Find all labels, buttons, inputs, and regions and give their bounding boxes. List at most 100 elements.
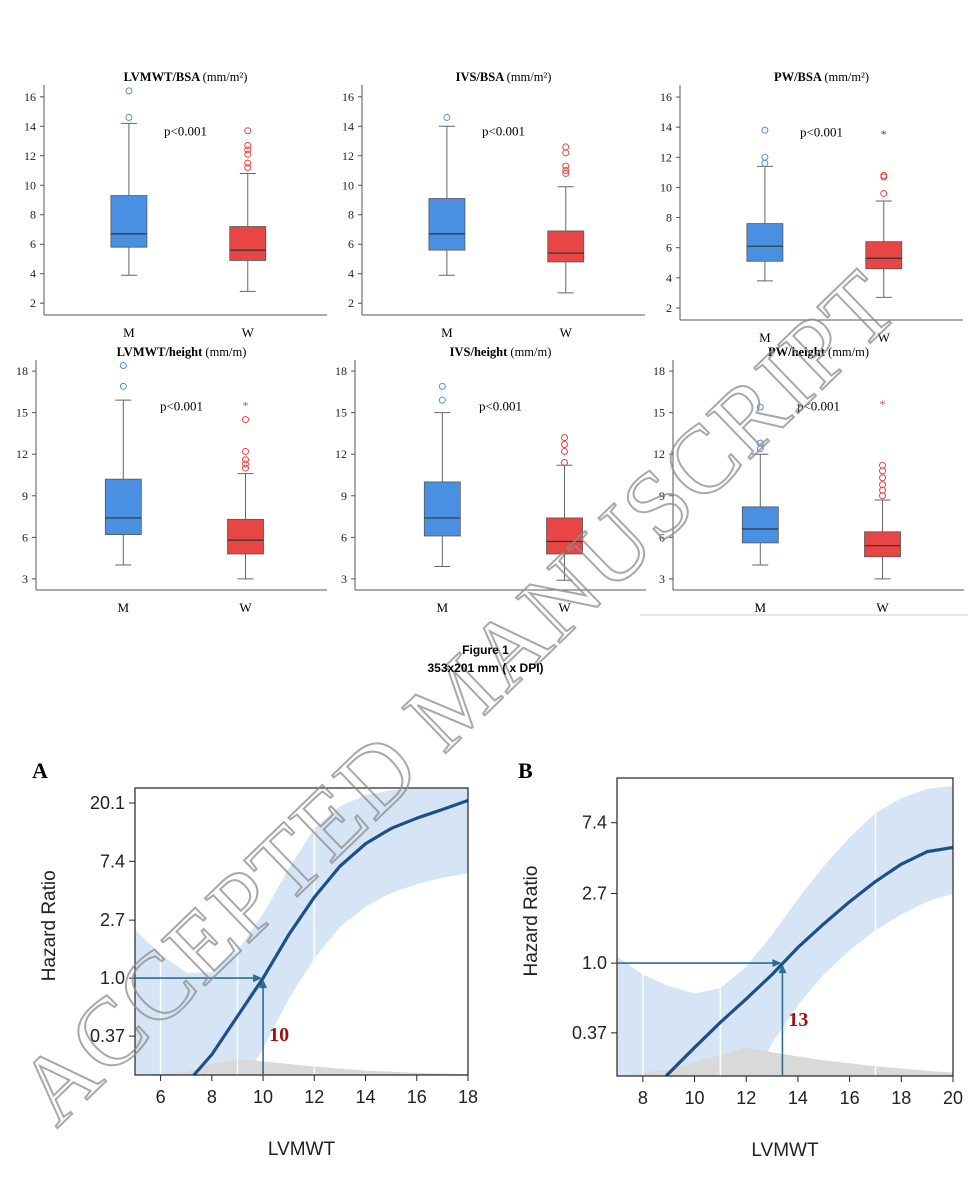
y-tick-label: 0.37 — [90, 1026, 125, 1046]
outlier-point — [561, 447, 569, 455]
y-tick-label: 2.7 — [100, 910, 125, 930]
figure-subtitle: 353x201 mm ( x DPI) — [427, 661, 544, 675]
outlier-point — [443, 113, 451, 121]
cutoff-label: 10 — [269, 1024, 289, 1046]
iqr-box — [547, 230, 585, 263]
x-tick-label: 14 — [788, 1088, 808, 1108]
y-tick-label: 1.0 — [100, 968, 125, 988]
y-tick-label: 4 — [348, 267, 354, 281]
x-category-label: W — [878, 330, 891, 345]
x-tick-label: 8 — [207, 1087, 217, 1107]
iqr-box — [741, 506, 779, 544]
outlier-point — [125, 87, 133, 95]
panel-title: LVMWT/BSA (mm/m²) — [124, 70, 248, 84]
outlier-point — [244, 127, 252, 135]
outlier-point — [756, 439, 764, 447]
y-tick-label: 6 — [659, 530, 665, 544]
y-tick-label: 12 — [16, 447, 28, 461]
hazard-curve — [192, 798, 468, 1075]
confidence-band — [617, 785, 953, 1076]
box-W — [547, 143, 585, 294]
iqr-box — [110, 195, 148, 248]
arrowhead-horizontal — [253, 974, 263, 983]
p-value: p<0.001 — [797, 399, 840, 414]
outlier-point — [244, 150, 252, 158]
x-tick-label: 20 — [943, 1088, 963, 1108]
box-W: * — [865, 127, 903, 298]
y-tick-label: 15 — [335, 406, 347, 420]
box-W — [229, 127, 267, 292]
outlier-point — [879, 474, 887, 482]
outlier-point — [242, 464, 250, 472]
x-category-label: M — [755, 600, 767, 615]
y-tick-label: 8 — [666, 211, 672, 225]
x-category-label: W — [560, 325, 573, 340]
outlier-point — [880, 189, 888, 197]
outlier-point — [119, 382, 127, 390]
y-tick-label: 8 — [30, 208, 36, 222]
outlier-point — [562, 169, 570, 177]
y-tick-label: 8 — [348, 208, 354, 222]
outlier-point — [879, 481, 887, 489]
x-tick-label: 14 — [356, 1087, 376, 1107]
x-axis-label: LVMWT — [268, 1139, 336, 1160]
x-category-label: M — [118, 600, 130, 615]
y-tick-label: 12 — [653, 447, 665, 461]
y-tick-label: 14 — [660, 120, 672, 134]
extreme-point: * — [880, 397, 886, 411]
panel-title-unit: (mm/m) — [828, 345, 869, 359]
outlier-point — [562, 149, 570, 157]
y-tick-label: 12 — [342, 149, 354, 163]
outlier-point — [438, 382, 446, 390]
y-tick-label: 14 — [24, 119, 36, 133]
iqr-box — [423, 481, 461, 537]
x-tick-label: 10 — [253, 1087, 273, 1107]
box-M — [428, 113, 466, 276]
arrowhead-vertical — [259, 979, 268, 989]
x-category-label: M — [437, 600, 449, 615]
x-axis-label: LVMWT — [751, 1140, 819, 1161]
outlier-point — [562, 167, 570, 175]
x-category-label: W — [876, 600, 889, 615]
y-tick-label: 6 — [666, 241, 672, 255]
outlier-point — [561, 459, 569, 467]
iqr-box — [104, 478, 142, 535]
x-tick-label: 18 — [891, 1088, 911, 1108]
outlier-point — [761, 153, 769, 161]
p-value: p<0.001 — [160, 399, 203, 414]
box-M — [104, 362, 142, 566]
plot-frame — [616, 777, 954, 1077]
x-category-label: W — [558, 600, 571, 615]
boxplot-panel-1: 2 4 6 8 10 12 14 16 LVMWT/BSA (mm/m²) p<0.001 M W — [24, 70, 327, 340]
y-tick-label: 12 — [660, 150, 672, 164]
y-tick-label: 12 — [335, 447, 347, 461]
panel-title-unit: (mm/m²) — [507, 70, 552, 84]
panel-letter: A — [32, 758, 48, 783]
iqr-box — [546, 517, 583, 555]
y-tick-label: 2 — [348, 296, 354, 310]
outlier-point — [880, 171, 888, 179]
x-category-label: M — [123, 325, 135, 340]
confidence-band — [135, 788, 468, 1075]
y-tick-label: 6 — [22, 530, 28, 544]
boxplot-panels: 2 4 6 8 10 12 14 16 LVMWT/BSA (mm/m²) p<0.001 M W 2 4… — [16, 70, 968, 616]
figure-title: Figure 1 — [462, 643, 509, 657]
plot-area — [135, 788, 468, 1075]
y-tick-label: 0.37 — [572, 1023, 607, 1043]
x-tick-label: 6 — [156, 1087, 166, 1107]
box-M — [741, 403, 779, 566]
y-tick-label: 16 — [660, 90, 672, 104]
panel-title-measure: LVMWT/BSA — [124, 70, 203, 84]
iqr-box — [227, 518, 264, 555]
outlier-point — [242, 460, 250, 468]
panel-title-measure: IVS/height — [450, 345, 511, 359]
y-tick-label: 4 — [30, 267, 36, 281]
p-value: p<0.001 — [800, 125, 843, 140]
outlier-point — [879, 461, 887, 469]
x-category-label: W — [239, 600, 252, 615]
panel-title-unit: (mm/m) — [510, 345, 551, 359]
p-value: p<0.001 — [479, 399, 522, 414]
boxplot-panel-4: 3 6 9 12 15 18 LVMWT/height (mm/m) p<0.001 M * W — [16, 345, 327, 615]
panel-letter: B — [518, 758, 533, 783]
